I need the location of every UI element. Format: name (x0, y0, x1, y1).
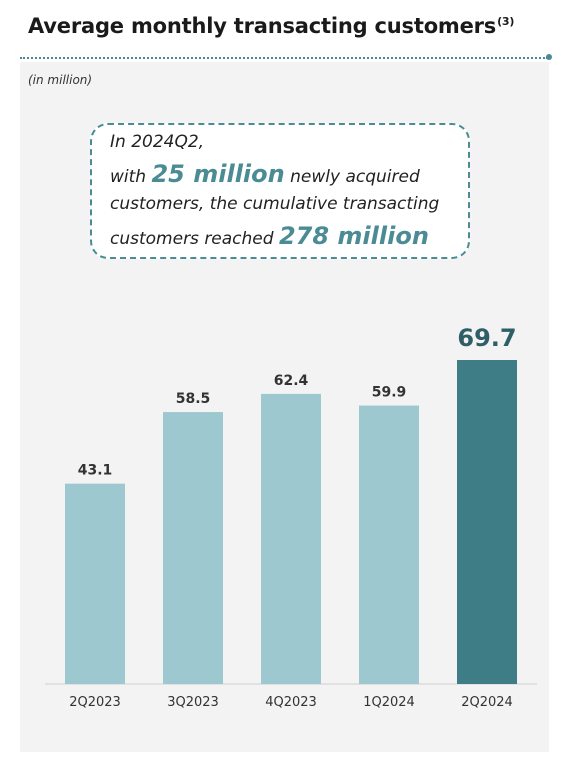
value-label-2Q2023: 43.1 (78, 463, 113, 479)
callout-line-4-pre: customers reached (110, 229, 279, 249)
unit-label: (in million) (28, 73, 93, 87)
value-label-4Q2023: 62.4 (274, 373, 309, 389)
callout-line-2-pre: with (110, 167, 152, 187)
callout-line-2-post: newly acquired (284, 167, 420, 187)
bar-2Q2023 (65, 483, 125, 684)
bar-4Q2023 (261, 393, 321, 684)
category-label-1Q2024: 1Q2024 (363, 695, 415, 710)
callout-line-3: customers, the cumulative transacting (110, 194, 440, 214)
category-label-4Q2023: 4Q2023 (265, 695, 317, 710)
callout-line-1: In 2024Q2, (110, 132, 205, 152)
value-label-2Q2024: 69.7 (457, 324, 516, 352)
callout-cumulative-customers: 278 million (278, 222, 429, 250)
category-label-2Q2023: 2Q2023 (69, 695, 121, 710)
callout-box (90, 123, 470, 259)
page-title: Average monthly transacting customers(3) (28, 14, 514, 38)
value-label-1Q2024: 59.9 (372, 385, 407, 401)
title-divider (20, 57, 548, 59)
bar-2Q2024 (457, 360, 517, 684)
title-footnote: (3) (497, 15, 515, 28)
divider-end-dot (546, 54, 552, 60)
callout-line-4: customers reached 278 million (110, 222, 429, 250)
callout-new-customers: 25 million (151, 160, 285, 188)
value-label-3Q2023: 58.5 (176, 391, 211, 407)
category-label-2Q2024: 2Q2024 (461, 695, 513, 710)
category-label-3Q2023: 3Q2023 (167, 695, 219, 710)
bar-1Q2024 (359, 405, 419, 684)
bar-3Q2023 (163, 412, 223, 684)
title-text: Average monthly transacting customers (28, 14, 497, 38)
callout-line-2: with 25 million newly acquired (110, 160, 420, 188)
